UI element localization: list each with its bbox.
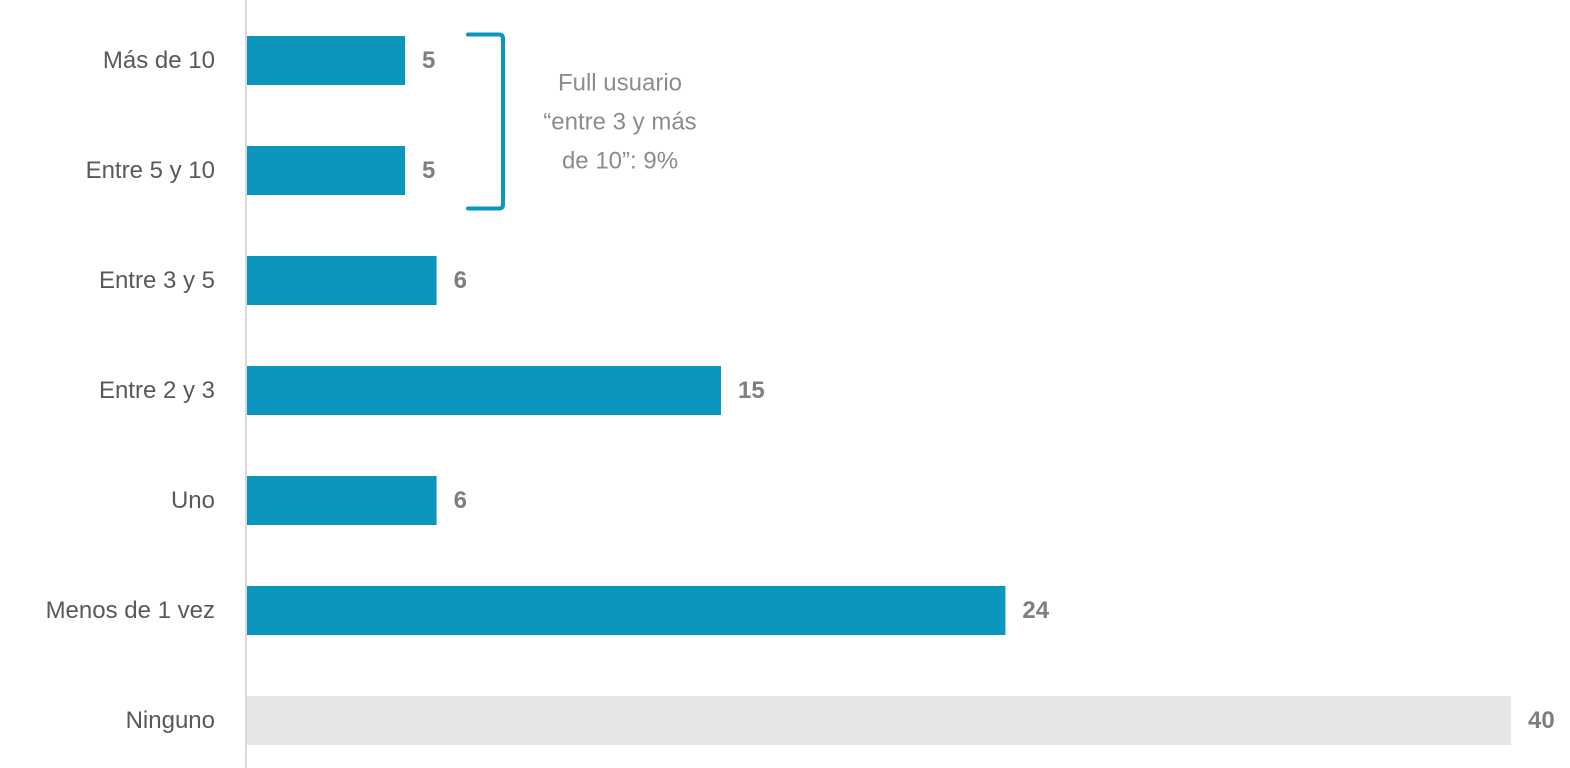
bar-entre-3-y-5	[247, 256, 437, 305]
bar-uno	[247, 476, 437, 525]
annotation-line: “entre 3 y más	[543, 109, 696, 136]
annotation-line: Full usuario	[558, 70, 682, 97]
annotation-text: Full usuario “entre 3 y más de 10”: 9%	[543, 70, 696, 175]
annotation-layer: Full usuario “entre 3 y más de 10”: 9%	[466, 32, 697, 211]
annotation-line: de 10”: 9%	[562, 148, 678, 175]
category-label-entre-2-y-3: Entre 2 y 3	[99, 377, 215, 404]
value-label-ninguno: 40	[1528, 707, 1555, 734]
value-label-menos-de-1-vez: 24	[1022, 597, 1049, 624]
bar-ninguno	[247, 696, 1511, 745]
category-label-mas-de-10: Más de 10	[103, 47, 215, 74]
category-label-ninguno: Ninguno	[126, 707, 215, 734]
bar-menos-de-1-vez	[247, 586, 1006, 635]
bar-entre-2-y-3	[247, 366, 721, 415]
value-label-mas-de-10: 5	[422, 47, 435, 74]
value-label-entre-2-y-3: 15	[738, 377, 765, 404]
bars-layer: Más de 10 5 Entre 5 y 10 5 Entre 3 y 5 6 Entre…	[46, 36, 1555, 745]
annotation-bracket	[466, 32, 505, 211]
value-label-uno: 6	[454, 487, 467, 514]
category-label-menos-de-1-vez: Menos de 1 vez	[46, 597, 215, 624]
value-label-entre-3-y-5: 6	[454, 267, 467, 294]
category-label-entre-3-y-5: Entre 3 y 5	[99, 267, 215, 294]
bar-mas-de-10	[247, 36, 405, 85]
value-label-entre-5-y-10: 5	[422, 157, 435, 184]
category-label-entre-5-y-10: Entre 5 y 10	[86, 157, 215, 184]
category-label-uno: Uno	[171, 487, 215, 514]
bar-entre-5-y-10	[247, 146, 405, 195]
